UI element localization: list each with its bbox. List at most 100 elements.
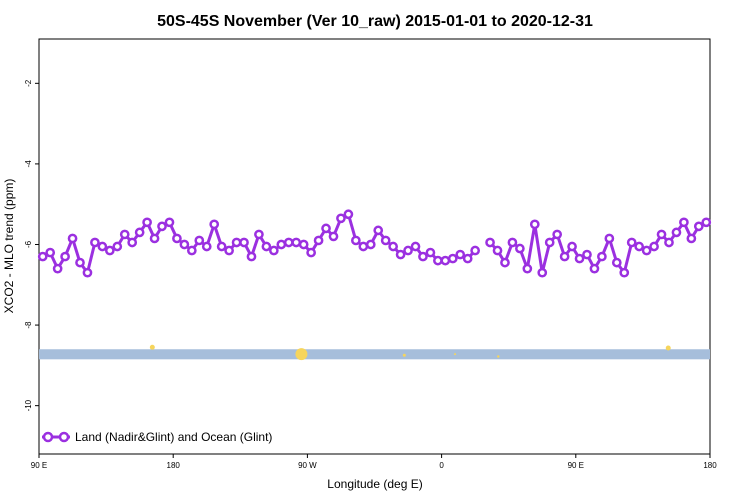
legend-entry: Land (Nadir&Glint) and Ocean (Glint) — [75, 430, 272, 444]
data-point — [470, 245, 480, 256]
data-point — [515, 243, 525, 254]
data-point — [45, 247, 56, 258]
data-point — [574, 253, 585, 264]
chart-title: 50S-45S November (Ver 10_raw) 2015-01-01… — [157, 13, 593, 30]
data-point — [641, 245, 652, 256]
data-point — [597, 251, 607, 262]
data-point — [67, 233, 78, 244]
series-layer — [37, 209, 712, 278]
data-point — [388, 241, 398, 252]
data-point — [589, 263, 600, 274]
data-point — [119, 229, 130, 240]
data-point — [149, 233, 160, 244]
land-marker — [665, 345, 671, 351]
data-point — [351, 235, 361, 246]
data-point — [559, 251, 570, 262]
land-marker-layer — [149, 344, 671, 361]
data-point — [701, 217, 712, 228]
data-point — [343, 209, 354, 220]
data-point — [507, 237, 518, 248]
data-point — [626, 237, 637, 248]
land-marker — [497, 355, 500, 358]
data-point — [403, 245, 413, 256]
x-axis: 90 E 180 90 W 0 90 E 180 — [31, 454, 717, 470]
x-tick-label: 90 E — [31, 461, 47, 470]
surface-band-layer — [39, 349, 710, 360]
data-point — [604, 233, 615, 244]
data-point — [231, 237, 242, 248]
y-axis: -2 -4 -6 -8 -10 — [24, 79, 39, 411]
data-point — [269, 245, 279, 256]
data-point — [380, 235, 391, 246]
data-point — [82, 267, 93, 278]
data-point — [134, 227, 145, 238]
data-point — [485, 237, 495, 248]
data-point — [306, 247, 316, 258]
data-point — [529, 219, 540, 230]
data-point — [75, 257, 85, 268]
data-point — [656, 229, 667, 240]
data-point — [37, 251, 48, 262]
x-tick-label: 180 — [167, 461, 181, 470]
data-point — [425, 247, 436, 258]
data-point — [172, 233, 182, 244]
data-point — [455, 249, 466, 260]
data-point — [216, 241, 227, 252]
data-point — [276, 239, 287, 250]
x-tick-label: 90 E — [568, 461, 584, 470]
legend-marker-swatch — [58, 431, 70, 443]
data-point — [395, 249, 406, 260]
data-point — [321, 223, 331, 234]
data-point — [500, 257, 510, 268]
data-point — [619, 267, 630, 278]
series-line — [42, 212, 477, 275]
data-point — [60, 251, 70, 262]
data-point — [164, 217, 175, 228]
data-point — [365, 239, 376, 250]
data-point — [664, 237, 674, 248]
data-point — [358, 241, 369, 252]
x-tick-label: 90 W — [298, 461, 317, 470]
data-point — [440, 255, 451, 266]
data-point — [201, 241, 212, 252]
data-point — [552, 229, 563, 240]
data-point — [418, 251, 428, 262]
land-marker — [402, 353, 406, 357]
data-point — [679, 217, 689, 228]
data-point — [634, 241, 645, 252]
data-point — [261, 241, 272, 252]
y-tick-label: -10 — [24, 399, 33, 411]
data-point — [649, 241, 659, 252]
plot-frame — [38, 38, 711, 455]
data-point — [157, 221, 167, 232]
data-point — [104, 245, 115, 256]
x-tick-label: 180 — [703, 461, 717, 470]
data-point — [313, 235, 324, 246]
x-tick-label: 0 — [439, 461, 444, 470]
data-point — [693, 221, 704, 232]
data-point — [209, 219, 220, 230]
data-point — [298, 239, 309, 250]
data-point — [373, 225, 384, 236]
data-point — [254, 229, 264, 240]
y-tick-label: -8 — [24, 321, 33, 329]
legend: Land (Nadir&Glint) and Ocean (Glint) — [42, 430, 272, 444]
y-axis-label: XCO2 - MLO trend (ppm) — [2, 179, 16, 314]
land-marker — [149, 344, 155, 350]
data-point — [112, 241, 123, 252]
land-marker — [295, 348, 308, 361]
data-point — [283, 237, 294, 248]
data-point — [671, 227, 682, 238]
legend-marker-swatch — [42, 431, 54, 443]
data-point — [97, 241, 108, 252]
data-point — [127, 237, 138, 248]
land-marker — [454, 353, 457, 356]
data-point — [537, 267, 548, 278]
data-point — [291, 237, 302, 248]
data-point — [246, 251, 257, 262]
data-point — [492, 245, 503, 256]
data-point — [179, 239, 190, 250]
data-point — [544, 237, 555, 248]
data-point — [194, 235, 205, 246]
